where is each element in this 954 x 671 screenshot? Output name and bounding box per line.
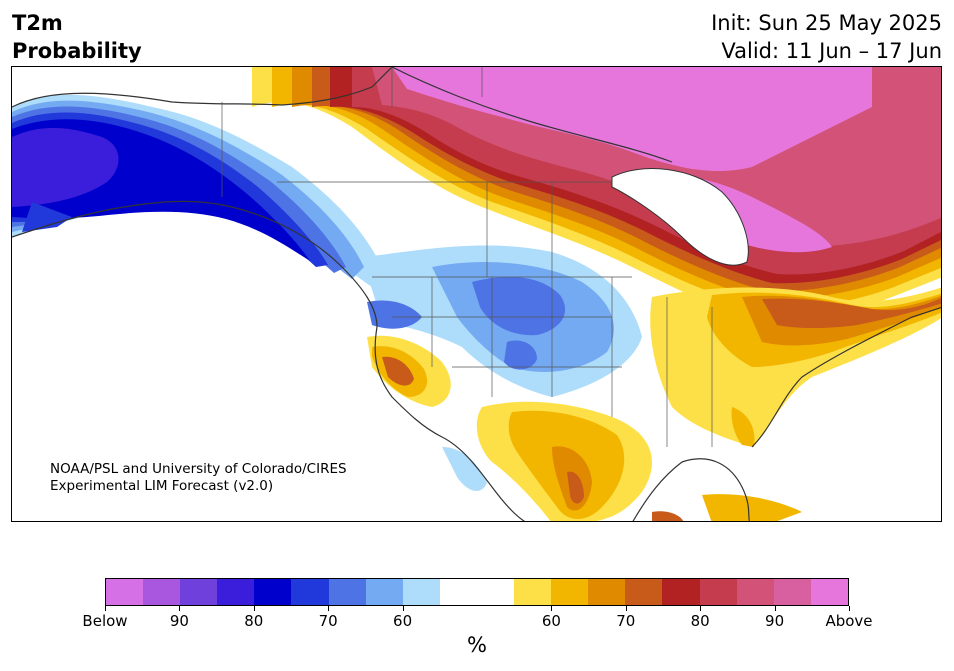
valid-range: Valid: 11 Jun – 17 Jun: [721, 39, 942, 63]
colorbar-tickmark: [253, 606, 255, 611]
colorbar-tick-label: 80: [690, 612, 710, 630]
colorbar-unit: %: [467, 633, 487, 657]
colorbar-tick-label: 60: [393, 612, 413, 630]
colorbar-segment: [476, 579, 515, 605]
colorbar-segment: [699, 579, 737, 605]
colorbar: [105, 578, 849, 606]
colorbar-segment: [662, 579, 700, 605]
colorbar-tick-label: 90: [169, 612, 189, 630]
colorbar-segment: [180, 579, 218, 605]
colorbar-segment: [551, 579, 589, 605]
credit-line-1: NOAA/PSL and University of Colorado/CIRE…: [50, 461, 347, 477]
colorbar-segment: [365, 579, 403, 605]
colorbar-segment: [143, 579, 181, 605]
colorbar-tickmark: [105, 606, 106, 611]
colorbar-segment: [810, 579, 848, 605]
colorbar-segment: [625, 579, 663, 605]
colorbar-segment: [773, 579, 811, 605]
map-title: T2m Probability: [12, 9, 142, 65]
colorbar-tickmark: [774, 606, 776, 611]
colorbar-segment: [254, 579, 292, 605]
colorbar-tick-label: 60: [541, 612, 561, 630]
credit-line-2: Experimental LIM Forecast (v2.0): [50, 478, 274, 494]
init-date: Init: Sun 25 May 2025: [711, 11, 942, 35]
title-type: Probability: [12, 39, 142, 63]
colorbar-segment: [328, 579, 366, 605]
data-credit: NOAA/PSL and University of Colorado/CIRE…: [50, 461, 347, 495]
colorbar-tick-label: Above: [825, 612, 873, 630]
map-panel: NOAA/PSL and University of Colorado/CIRE…: [11, 66, 942, 522]
colorbar-tick-label: 70: [616, 612, 636, 630]
colorbar-tickmark: [625, 606, 627, 611]
above-normal-region-east: [650, 287, 941, 447]
colorbar-tickmark: [700, 606, 702, 611]
colorbar-tick-label: 70: [318, 612, 338, 630]
colorbar-segment: [402, 579, 440, 605]
colorbar-tickmark: [849, 606, 850, 611]
below-normal-region-alaska: [12, 94, 382, 287]
above-normal-region-south: [367, 335, 802, 521]
forecast-dates: Init: Sun 25 May 2025 Valid: 11 Jun – 17…: [711, 9, 942, 65]
colorbar-segment: [439, 579, 477, 605]
colorbar-segment: [106, 579, 144, 605]
colorbar-segment: [514, 579, 552, 605]
above-normal-region-canada: [252, 67, 941, 319]
title-variable: T2m: [12, 11, 63, 35]
colorbar-tick-label: 80: [244, 612, 264, 630]
colorbar-segment: [291, 579, 329, 605]
probability-map: [12, 67, 941, 521]
colorbar-tickmark: [179, 606, 181, 611]
colorbar-tick-label: Below: [82, 612, 128, 630]
colorbar-tick-label: 90: [765, 612, 785, 630]
colorbar-tickmark: [551, 606, 553, 611]
coastlines: [12, 67, 941, 521]
colorbar-segment: [736, 579, 774, 605]
colorbar-segment: [217, 579, 255, 605]
colorbar-segment: [588, 579, 626, 605]
political-boundaries: [221, 67, 713, 447]
colorbar-tickmark: [402, 606, 404, 611]
colorbar-tickmark: [328, 606, 330, 611]
